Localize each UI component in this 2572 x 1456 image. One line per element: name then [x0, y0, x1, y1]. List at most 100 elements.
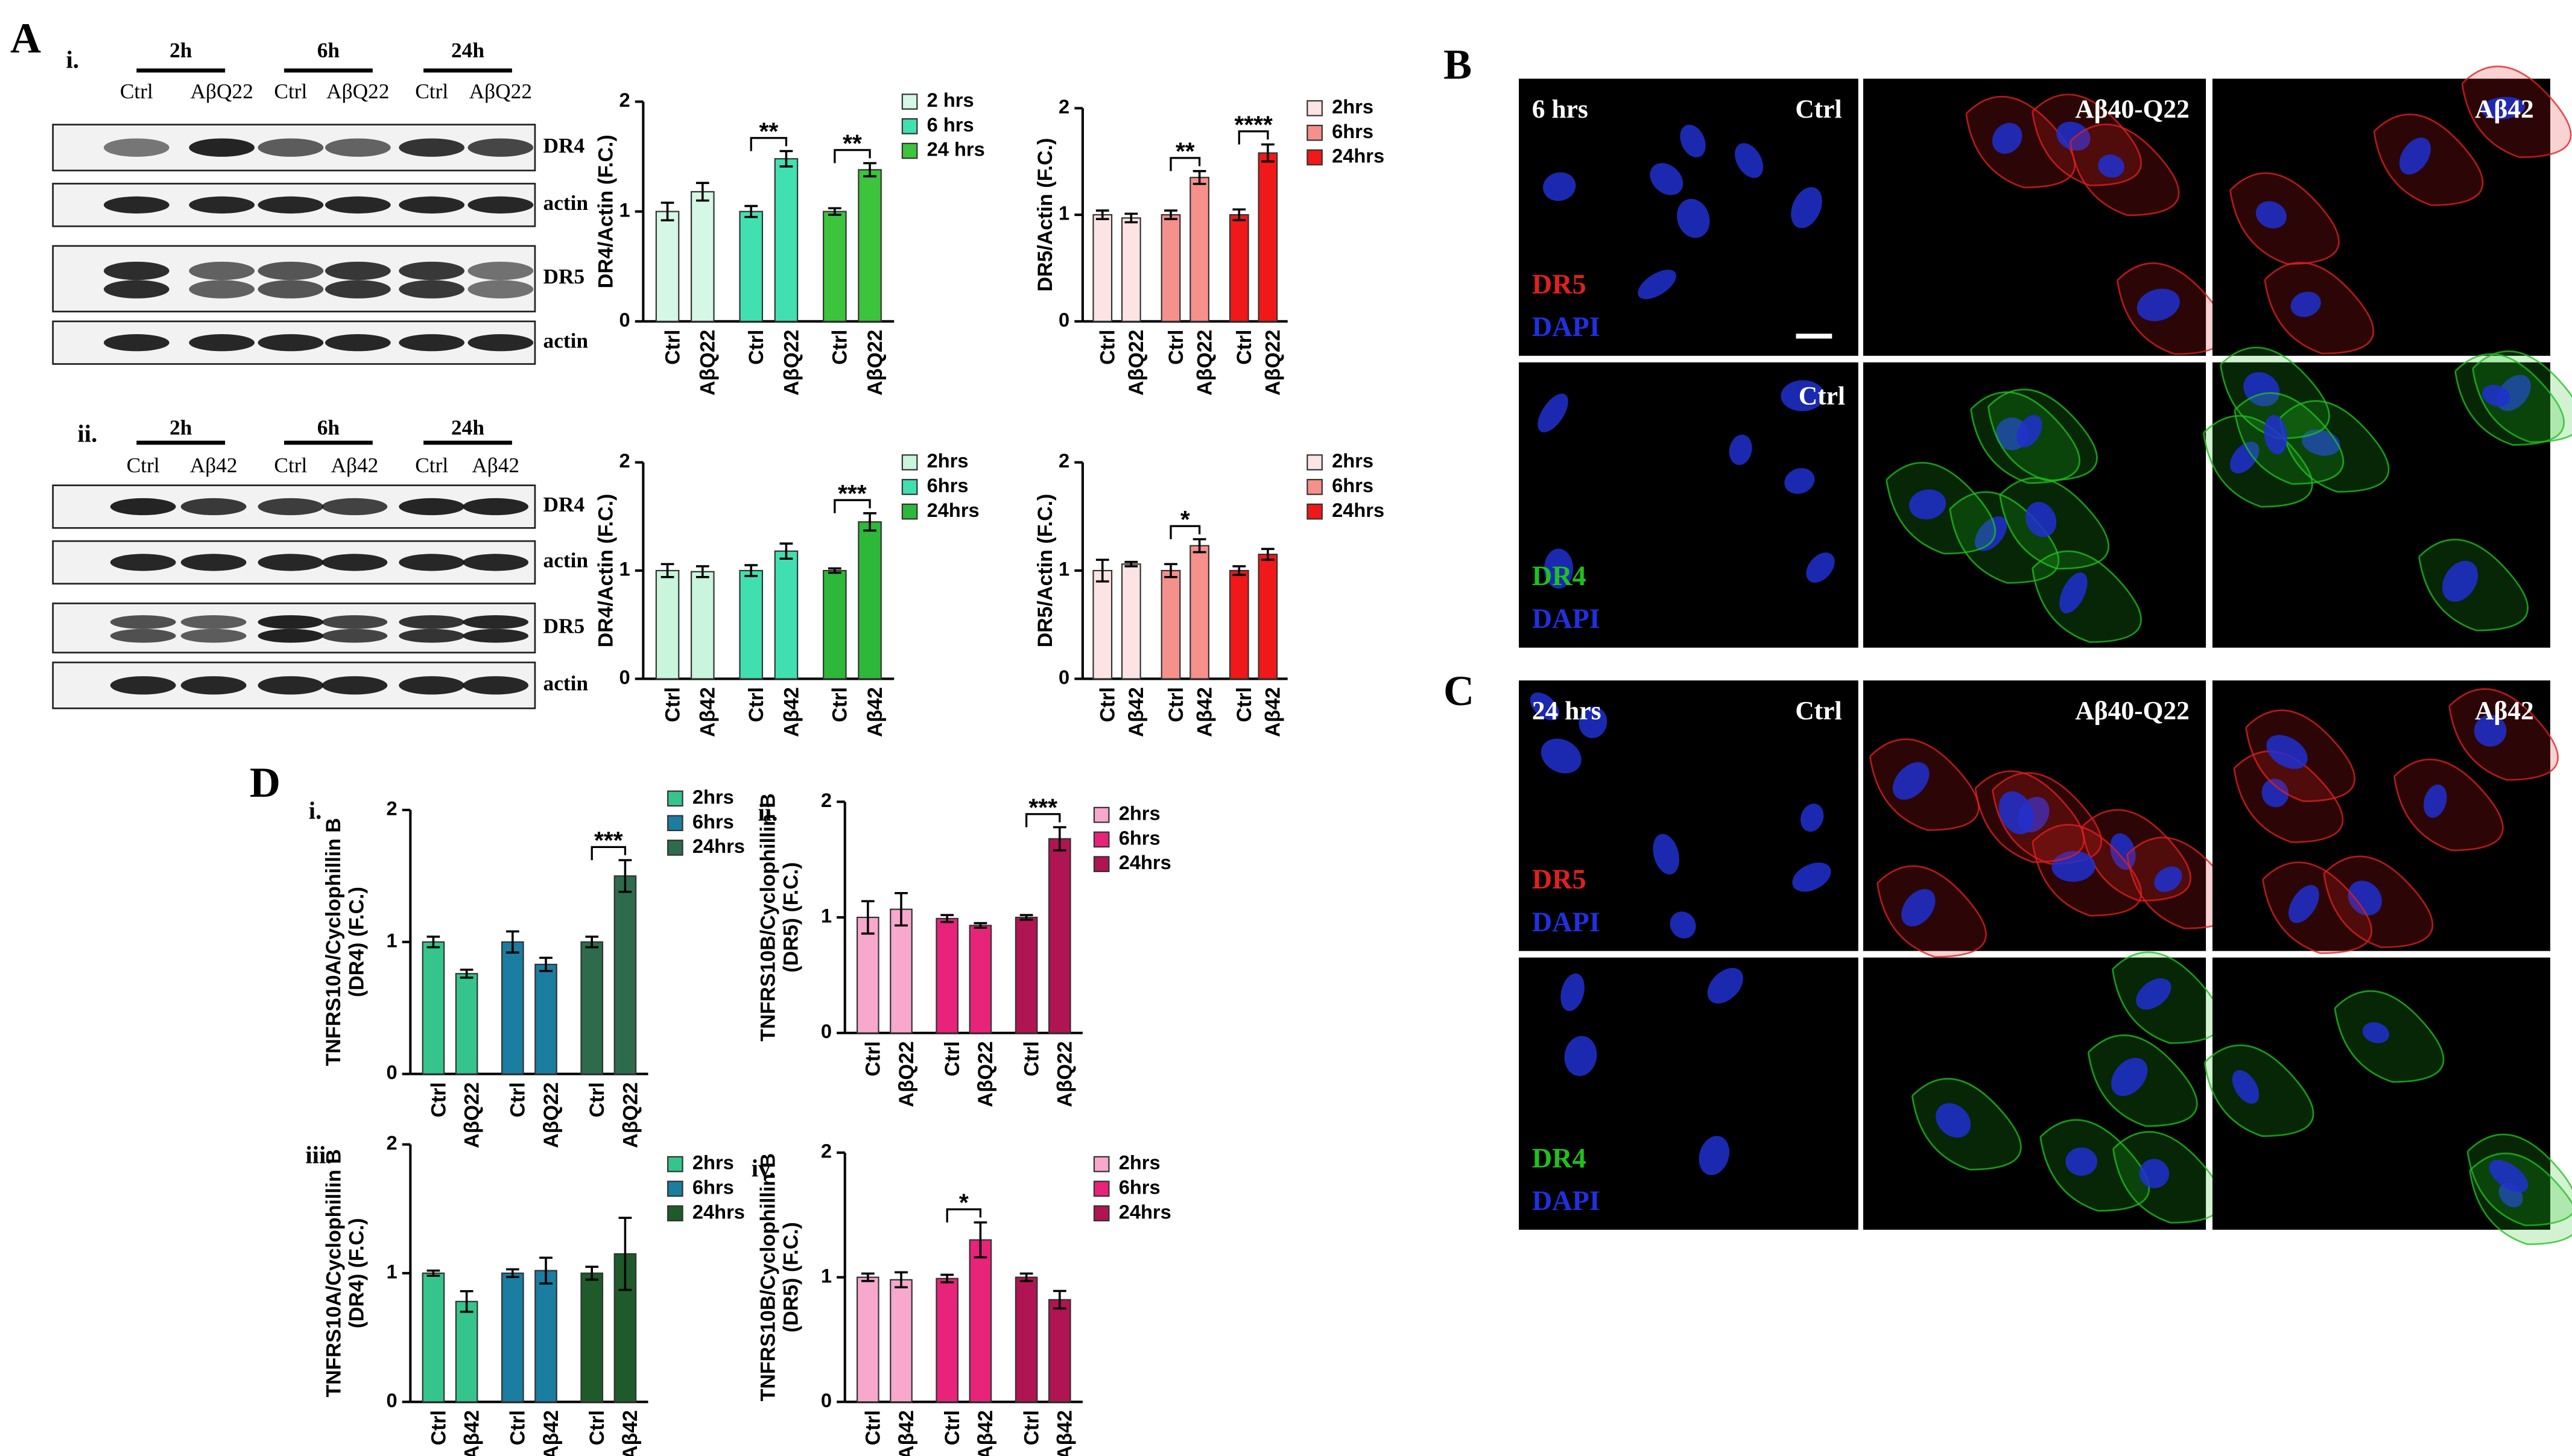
x-tick-label: Aβ42 — [460, 1410, 483, 1456]
blot-band — [325, 280, 391, 299]
column-label: Aβ42 — [2475, 697, 2534, 726]
micrograph — [2212, 957, 2550, 1230]
legend-swatch — [901, 142, 918, 159]
cell-signal — [2069, 123, 2180, 217]
x-tick-label: Ctrl — [1233, 329, 1256, 365]
nucleus — [2301, 429, 2340, 456]
nucleus — [2290, 291, 2321, 317]
x-tick-label: Ctrl — [586, 1082, 609, 1118]
y-tick-label: 0 — [386, 1389, 397, 1411]
legend-swatch — [1093, 856, 1110, 872]
blot-band — [180, 628, 247, 643]
nucleus — [1653, 834, 1679, 875]
lane-label: Ctrl — [415, 454, 448, 477]
nucleus — [2154, 866, 2182, 893]
stain-label: DR5 — [1532, 268, 1586, 299]
bar — [857, 916, 879, 1034]
bar — [936, 1277, 959, 1403]
bar — [936, 917, 959, 1034]
y-tick-label: 1 — [821, 1264, 832, 1287]
x-tick-label: Aβ42 — [619, 1410, 642, 1456]
nucleus — [2489, 1160, 2529, 1192]
blot-band — [258, 498, 324, 516]
blot-band — [258, 280, 324, 299]
nucleus — [1992, 122, 2022, 154]
bar — [580, 941, 604, 1075]
nucleus — [1560, 973, 1585, 1011]
lane-label: Aβ42 — [331, 454, 378, 477]
subpanel-label: ii. — [77, 420, 97, 447]
x-tick-label: AβQ22 — [1125, 329, 1148, 395]
bar — [534, 1270, 557, 1403]
legend-swatch — [1307, 149, 1323, 166]
nucleus — [1680, 124, 1706, 157]
x-tick-label: Aβ42 — [895, 1410, 918, 1456]
nucleus — [2348, 881, 2382, 916]
blot-band — [322, 554, 388, 571]
column-label: Aβ42 — [2475, 95, 2534, 124]
nucleus — [2399, 138, 2431, 175]
blot-band — [467, 138, 534, 157]
bar — [1229, 569, 1249, 680]
nucleus — [1543, 172, 1576, 201]
nucleus — [1792, 863, 1831, 892]
blot-band — [110, 498, 176, 516]
legend-swatch — [1093, 806, 1110, 823]
bar — [1092, 214, 1113, 322]
bar — [1161, 214, 1181, 322]
legend-swatch — [667, 840, 683, 856]
x-tick-label: AβQ22 — [1193, 329, 1216, 395]
x-tick-label: AβQ22 — [895, 1041, 918, 1107]
time-label: 6h — [317, 39, 340, 62]
bar — [580, 1272, 604, 1403]
legend-swatch — [1307, 479, 1323, 495]
significance-label: *** — [1028, 793, 1057, 821]
x-tick-label: Aβ42 — [974, 1410, 997, 1456]
significance-bracket — [750, 137, 788, 151]
y-tick-label: 2 — [1059, 95, 1069, 118]
blot-band — [189, 138, 255, 157]
y-axis-label: (DR5) (F.C.) — [780, 1222, 803, 1332]
significance-bracket — [834, 149, 871, 163]
legend-swatch — [1307, 124, 1323, 141]
x-tick-label: Ctrl — [941, 1410, 964, 1446]
panel-label: B — [1443, 41, 1472, 88]
x-tick-label: Ctrl — [427, 1082, 450, 1118]
blot-band — [322, 498, 388, 516]
nucleus — [1784, 468, 1815, 494]
cell-signal — [2373, 113, 2484, 206]
y-axis-label: TNFRS10A/Cyclophillin B — [322, 818, 345, 1066]
blot-band — [110, 554, 176, 571]
nucleus — [1638, 270, 1676, 299]
nucleus — [1676, 198, 1710, 238]
significance-label: *** — [838, 480, 867, 507]
y-tick-label: 0 — [619, 666, 630, 688]
nucleus — [2261, 779, 2289, 808]
nucleus — [2264, 415, 2287, 455]
x-tick-label: Ctrl — [745, 687, 768, 723]
legend-label: 6hrs — [1119, 826, 1161, 849]
x-tick-label: Ctrl — [1097, 687, 1120, 723]
nucleus — [2025, 502, 2057, 537]
blot-band — [189, 334, 255, 352]
y-tick-label: 1 — [619, 558, 630, 580]
row-label: DR5 — [543, 614, 585, 638]
nucleus — [2065, 1147, 2097, 1176]
blot-band — [399, 498, 465, 516]
cell-signal — [2262, 861, 2372, 954]
legend-swatch — [667, 790, 683, 807]
blot-band — [110, 615, 176, 629]
nucleus — [2442, 560, 2479, 602]
legend-label: 24hrs — [692, 835, 745, 857]
legend-swatch — [1093, 1156, 1110, 1173]
x-tick-label: Ctrl — [1165, 329, 1188, 365]
column-label: Aβ40-Q22 — [2075, 697, 2190, 726]
bar — [613, 875, 637, 1075]
lane-label: Aβ42 — [190, 454, 238, 477]
nucleus — [2481, 97, 2526, 119]
blot-band — [258, 554, 324, 571]
micrograph — [2212, 362, 2550, 648]
blot-band — [110, 676, 176, 695]
panel-label: C — [1443, 668, 1474, 715]
